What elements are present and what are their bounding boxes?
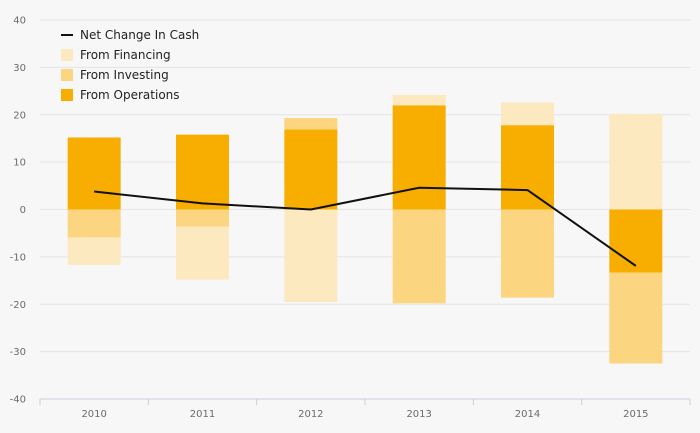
bars [67, 94, 663, 364]
y-tick-label: 30 [13, 63, 26, 74]
y-tick-label: 0 [20, 205, 26, 216]
x-tick-label: 2012 [298, 409, 323, 420]
bar-from-financing [284, 209, 338, 302]
bar-from-investing [284, 118, 338, 130]
x-tick-label: 2014 [515, 409, 540, 420]
bar-from-investing [67, 209, 121, 238]
x-tick-label: 2015 [623, 409, 648, 420]
legend-swatch [61, 89, 73, 101]
x-tick-label: 2013 [406, 409, 431, 420]
x-tick-label: 2010 [81, 409, 106, 420]
net-change-line [94, 186, 637, 267]
bar-from-financing [392, 94, 446, 106]
y-tick-label: 40 [13, 16, 26, 27]
legend-label: Net Change In Cash [80, 28, 199, 42]
y-tick-label: -20 [10, 300, 26, 311]
legend-label: From Investing [80, 68, 169, 82]
y-tick-label: -40 [10, 395, 26, 406]
bar-from-financing [176, 226, 229, 280]
bar-from-financing [67, 237, 121, 265]
bar-from-investing [176, 209, 229, 227]
bar-from-operations [609, 209, 663, 273]
bar-from-investing [392, 209, 446, 304]
bar-from-investing [501, 209, 554, 298]
bar-from-financing [501, 102, 554, 126]
y-tick-label: -30 [10, 347, 26, 358]
bar-from-operations [67, 137, 121, 210]
bar-from-operations [501, 125, 554, 210]
y-tick-label: 10 [13, 158, 26, 169]
y-tick-label: 20 [13, 110, 26, 121]
x-tick-label: 2011 [190, 409, 215, 420]
bar-from-investing [609, 272, 663, 364]
bar-from-operations [176, 134, 229, 210]
y-tick-label: -10 [10, 252, 26, 263]
legend: Net Change In Cash From Financing From Inv… [61, 28, 199, 102]
net-change-polyline [94, 186, 637, 267]
legend-label: From Operations [80, 88, 180, 102]
grid [40, 19, 690, 353]
bar-from-financing [609, 113, 663, 210]
legend-swatch [61, 69, 73, 81]
bar-from-operations [284, 129, 338, 210]
legend-label: From Financing [80, 48, 171, 62]
legend-swatch [61, 49, 73, 61]
bar-from-operations [392, 105, 446, 210]
